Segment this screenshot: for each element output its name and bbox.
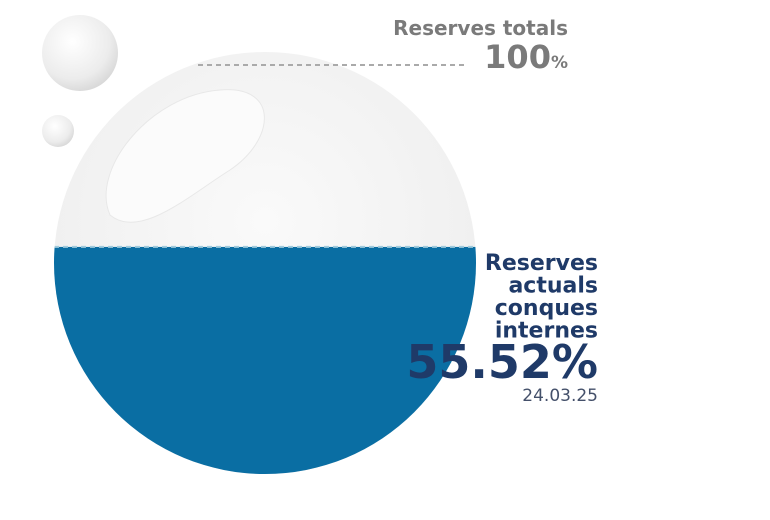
total-title: Reserves totals (393, 16, 568, 40)
value-title: actuals (508, 274, 598, 299)
value-label: 55.52% (406, 335, 598, 389)
total-number: 100 (484, 38, 551, 76)
total-value: 100% (484, 38, 568, 76)
value-title: Reserves (485, 251, 598, 276)
total-unit: % (551, 53, 568, 73)
bubble (42, 15, 118, 91)
value-title: internes (495, 319, 598, 344)
bubble (42, 115, 74, 147)
highlight (105, 89, 265, 223)
date: 24.03.25 (522, 386, 598, 406)
value-title: conques (495, 296, 598, 321)
